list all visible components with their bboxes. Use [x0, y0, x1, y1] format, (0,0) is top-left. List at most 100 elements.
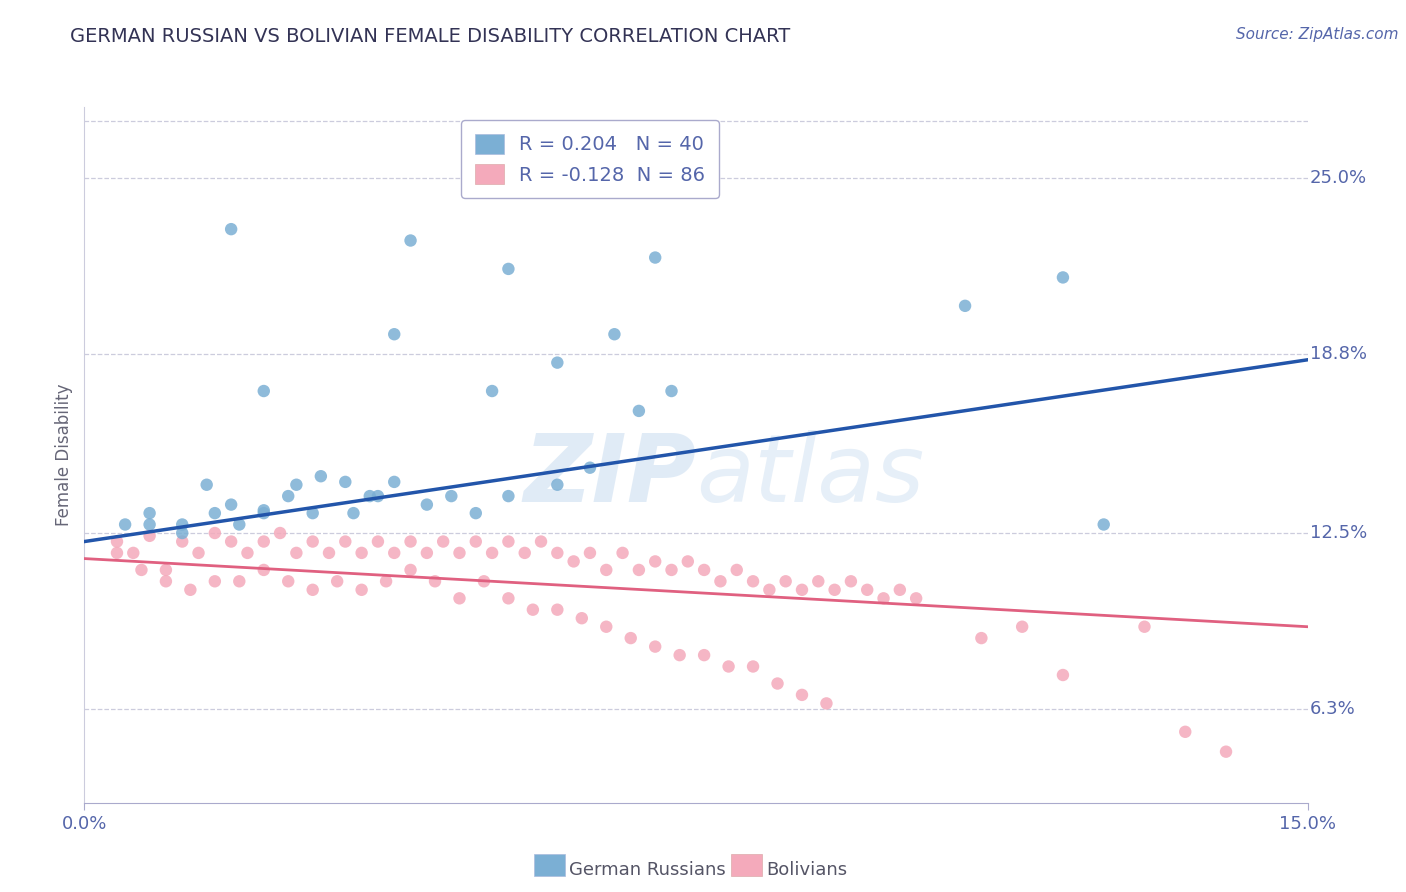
Point — [905, 591, 928, 606]
Point — [432, 534, 454, 549]
Point — [627, 404, 650, 418]
Point — [725, 563, 748, 577]
Point — [693, 563, 716, 577]
Point — [326, 574, 349, 589]
Point — [603, 327, 626, 342]
Text: 25.0%: 25.0% — [1310, 169, 1367, 187]
Point — [872, 591, 894, 606]
Point — [742, 574, 765, 589]
Text: Bolivians: Bolivians — [766, 861, 848, 879]
Point — [530, 534, 553, 549]
Point — [775, 574, 797, 589]
Legend: R = 0.204   N = 40, R = -0.128  N = 86: R = 0.204 N = 40, R = -0.128 N = 86 — [461, 120, 718, 198]
Point — [204, 574, 226, 589]
Point — [122, 546, 145, 560]
Point — [440, 489, 463, 503]
Point — [172, 534, 194, 549]
Text: Source: ZipAtlas.com: Source: ZipAtlas.com — [1236, 27, 1399, 42]
Point — [839, 574, 862, 589]
Point — [595, 620, 617, 634]
Point — [309, 469, 332, 483]
Point — [399, 563, 422, 577]
Point — [204, 506, 226, 520]
Point — [105, 546, 128, 560]
Point — [571, 611, 593, 625]
Point — [219, 222, 242, 236]
Text: 18.8%: 18.8% — [1310, 345, 1367, 363]
Point — [1052, 270, 1074, 285]
Point — [472, 574, 495, 589]
Point — [228, 517, 250, 532]
Point — [195, 477, 218, 491]
Point — [464, 534, 486, 549]
Point — [676, 554, 699, 568]
Point — [269, 526, 291, 541]
Point — [285, 546, 308, 560]
Point — [513, 546, 536, 560]
Point — [335, 475, 357, 489]
Point — [953, 299, 976, 313]
Point — [253, 563, 276, 577]
Point — [301, 582, 323, 597]
Point — [807, 574, 830, 589]
Point — [382, 546, 405, 560]
Point — [172, 517, 194, 532]
Point — [546, 546, 568, 560]
Point — [105, 534, 128, 549]
Text: GERMAN RUSSIAN VS BOLIVIAN FEMALE DISABILITY CORRELATION CHART: GERMAN RUSSIAN VS BOLIVIAN FEMALE DISABI… — [70, 27, 790, 45]
Point — [790, 582, 813, 597]
Point — [579, 460, 602, 475]
Point — [498, 534, 520, 549]
Point — [382, 327, 405, 342]
Point — [464, 506, 486, 520]
Point — [236, 546, 259, 560]
Point — [342, 506, 364, 520]
Point — [138, 506, 160, 520]
Point — [359, 489, 381, 503]
Point — [172, 526, 194, 541]
Point — [970, 631, 993, 645]
Text: 12.5%: 12.5% — [1310, 524, 1367, 542]
Point — [449, 591, 471, 606]
Point — [661, 384, 683, 398]
Point — [253, 384, 276, 398]
Point — [204, 526, 226, 541]
Point — [522, 603, 544, 617]
Point — [498, 591, 520, 606]
Point — [155, 563, 177, 577]
Point — [253, 503, 276, 517]
Point — [219, 534, 242, 549]
Point — [367, 489, 389, 503]
Point — [114, 517, 136, 532]
Point — [546, 356, 568, 370]
Point — [219, 498, 242, 512]
Point — [382, 475, 405, 489]
Point — [481, 546, 503, 560]
Point — [856, 582, 879, 597]
Point — [1215, 745, 1237, 759]
Point — [179, 582, 201, 597]
Point — [815, 697, 838, 711]
Point — [399, 234, 422, 248]
Point — [1133, 620, 1156, 634]
Point — [367, 534, 389, 549]
Point — [449, 546, 471, 560]
Point — [668, 648, 690, 662]
Point — [285, 477, 308, 491]
Point — [277, 489, 299, 503]
Point — [824, 582, 846, 597]
Point — [889, 582, 911, 597]
Point — [399, 534, 422, 549]
Text: 6.3%: 6.3% — [1310, 700, 1355, 718]
Point — [416, 498, 439, 512]
Point — [1052, 668, 1074, 682]
Point — [620, 631, 643, 645]
Point — [498, 261, 520, 276]
Point — [498, 489, 520, 503]
Point — [627, 563, 650, 577]
Point — [138, 529, 160, 543]
Point — [1011, 620, 1033, 634]
Point — [1092, 517, 1115, 532]
Point — [644, 251, 666, 265]
Point — [187, 546, 209, 560]
